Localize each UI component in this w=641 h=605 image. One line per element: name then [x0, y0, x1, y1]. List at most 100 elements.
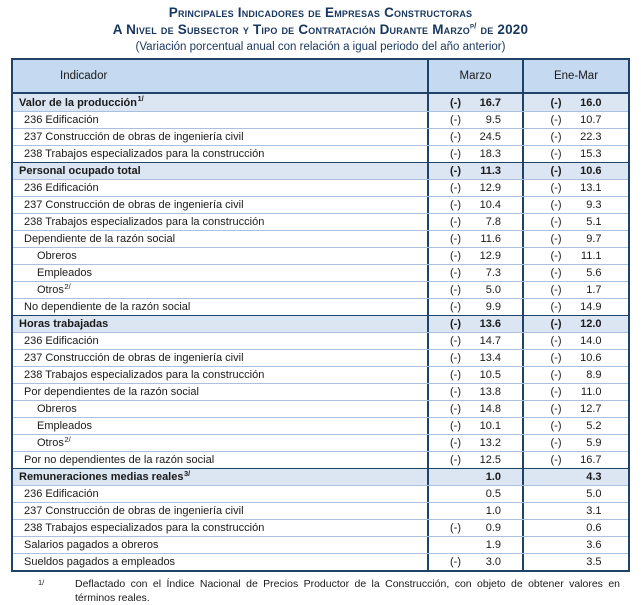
row-label: Salarios pagados a obreros — [13, 537, 427, 553]
row-label: 237 Construcción de obras de ingeniería … — [13, 503, 427, 519]
marzo-value: 18.3 — [479, 148, 501, 161]
ene-mar-value: 4.3 — [586, 471, 602, 484]
row-label-text: Dependiente de la razón social — [24, 233, 176, 246]
table-row: Valor de la producción 1/ (-) 16.7 (-) 16.0 — [13, 94, 628, 112]
row-label-text: Otros — [37, 284, 64, 297]
marzo-value-box: (-) 7.8 — [450, 216, 501, 228]
marzo-negative-sign: (-) — [450, 301, 461, 314]
ene-mar-cell: (-) 1.7 — [522, 282, 628, 299]
marzo-value: 10.4 — [479, 199, 501, 212]
marzo-value: 13.2 — [479, 437, 501, 450]
marzo-value: 3.0 — [485, 556, 501, 569]
marzo-value-box: (-) 0.9 — [450, 522, 501, 534]
ene-mar-negative-sign: (-) — [550, 148, 562, 161]
ene-mar-value-box: (-) 10.6 — [551, 352, 602, 364]
marzo-value: 14.7 — [479, 335, 501, 348]
ene-mar-negative-sign: (-) — [550, 403, 562, 416]
marzo-value: 13.8 — [479, 386, 501, 399]
table-row: 237 Construcción de obras de ingeniería … — [13, 502, 628, 520]
marzo-negative-sign: (-) — [450, 284, 461, 297]
row-label-text: Otros — [37, 437, 64, 450]
table-row: Personal ocupado total (-) 11.3 (-) 10.6 — [13, 162, 628, 180]
ene-mar-value-box: (-) 10.6 — [551, 165, 602, 177]
ene-mar-cell: (-) 5.9 — [522, 435, 628, 452]
marzo-cell: (-) 14.8 — [427, 401, 522, 418]
marzo-cell: (-) 12.9 — [427, 248, 522, 265]
marzo-value-box: (-) 16.7 — [450, 97, 501, 109]
ene-mar-cell: (-) 8.9 — [522, 367, 628, 384]
ene-mar-cell: (-) 16.7 — [522, 452, 628, 469]
ene-mar-value-box: (-) 9.3 — [551, 199, 602, 211]
table-row: 237 Construcción de obras de ingeniería … — [13, 128, 628, 146]
ene-mar-value: 10.6 — [580, 165, 602, 178]
ene-mar-negative-sign: (-) — [550, 96, 562, 109]
ene-mar-value: 16.0 — [580, 96, 602, 109]
table-row: Por no dependientes de la razón social (… — [13, 451, 628, 469]
marzo-cell: (-) 7.8 — [427, 214, 522, 231]
row-label-text: No dependiente de la razón social — [24, 301, 191, 314]
marzo-negative-sign: (-) — [450, 165, 461, 178]
marzo-value-box: (-) 3.0 — [450, 556, 501, 568]
ene-mar-negative-sign: (-) — [550, 352, 562, 365]
marzo-cell: 0.5 — [427, 486, 522, 503]
table-row: 237 Construcción de obras de ingeniería … — [13, 196, 628, 214]
table-row: No dependiente de la razón social (-) 9.9… — [13, 298, 628, 316]
preliminary-figures-superscript: p/ — [469, 21, 477, 31]
ene-mar-value-box: (-) 11.0 — [551, 386, 602, 398]
marzo-cell: (-) 10.5 — [427, 367, 522, 384]
ene-mar-value-box: (-) 13.1 — [551, 182, 602, 194]
ene-mar-value: 3.5 — [586, 556, 602, 569]
table-row: Dependiente de la razón social (-) 11.6 (… — [13, 230, 628, 248]
report-title-line2: A Nivel de Subsector y Tipo de Contratac… — [0, 22, 641, 39]
row-label: Empleados — [13, 265, 427, 281]
marzo-cell: (-) 11.6 — [427, 231, 522, 248]
ene-mar-cell: 3.1 — [522, 503, 628, 520]
marzo-value: 1.9 — [485, 539, 501, 552]
row-label: 236 Edificación — [13, 486, 427, 502]
table-row: 237 Construcción de obras de ingeniería … — [13, 349, 628, 367]
marzo-negative-sign: (-) — [450, 131, 461, 144]
row-label-text: Obreros — [37, 403, 77, 416]
table-row: Salarios pagados a obreros 1.9 3.6 — [13, 536, 628, 554]
marzo-negative-sign: (-) — [450, 454, 461, 467]
ene-mar-value-box: (-) 22.3 — [551, 131, 602, 143]
ene-mar-value-box: 5.0 — [551, 488, 602, 501]
row-label: 237 Construcción de obras de ingeniería … — [13, 197, 427, 213]
ene-mar-value-box: (-) 16.7 — [551, 454, 602, 466]
marzo-negative-sign: (-) — [450, 437, 461, 450]
row-label: Obreros — [13, 248, 427, 264]
row-label-text: Personal ocupado total — [19, 165, 141, 178]
ene-mar-value: 14.9 — [580, 301, 602, 314]
marzo-value-box: (-) 13.4 — [450, 352, 501, 364]
ene-mar-value: 5.0 — [586, 488, 602, 501]
row-label-text: Sueldos pagados a empleados — [24, 556, 176, 569]
marzo-value-box: (-) 13.6 — [450, 318, 501, 330]
marzo-negative-sign: (-) — [450, 148, 461, 161]
marzo-value: 9.5 — [485, 114, 501, 127]
row-label: Obreros — [13, 401, 427, 417]
footnote: 1/ Deflactado con el Índice Nacional de … — [38, 578, 630, 605]
ene-mar-value-box: (-) 9.7 — [551, 233, 602, 245]
marzo-value: 0.9 — [485, 522, 501, 535]
ene-mar-value-box: 4.3 — [551, 471, 602, 484]
marzo-value-box: (-) 10.4 — [450, 199, 501, 211]
ene-mar-value-box: (-) 14.9 — [551, 301, 602, 313]
table-row: Empleados (-) 7.3 (-) 5.6 — [13, 264, 628, 282]
marzo-value-box: (-) 13.2 — [450, 437, 501, 449]
marzo-negative-sign: (-) — [450, 182, 461, 195]
ene-mar-value-box: 3.1 — [551, 505, 601, 517]
row-label-text: 238 Trabajos especializados para la cons… — [24, 216, 265, 229]
marzo-cell: (-) 24.5 — [427, 129, 522, 146]
column-header-marzo: Marzo — [427, 60, 522, 93]
ene-mar-value: 22.3 — [580, 131, 602, 144]
ene-mar-value-box: (-) 12.0 — [551, 318, 602, 330]
marzo-negative-sign: (-) — [450, 335, 461, 348]
marzo-value-box: 0.5 — [450, 488, 501, 500]
ene-mar-value-box: (-) 10.7 — [551, 114, 602, 126]
row-label-text: 238 Trabajos especializados para la cons… — [24, 369, 265, 382]
marzo-value: 11.6 — [480, 233, 501, 246]
row-label-text: Remuneraciones medias reales — [19, 471, 184, 484]
report-subtitle: (Variación porcentual anual con relación… — [135, 40, 506, 53]
ene-mar-negative-sign: (-) — [550, 250, 562, 263]
row-label-text: 236 Edificación — [24, 182, 99, 195]
